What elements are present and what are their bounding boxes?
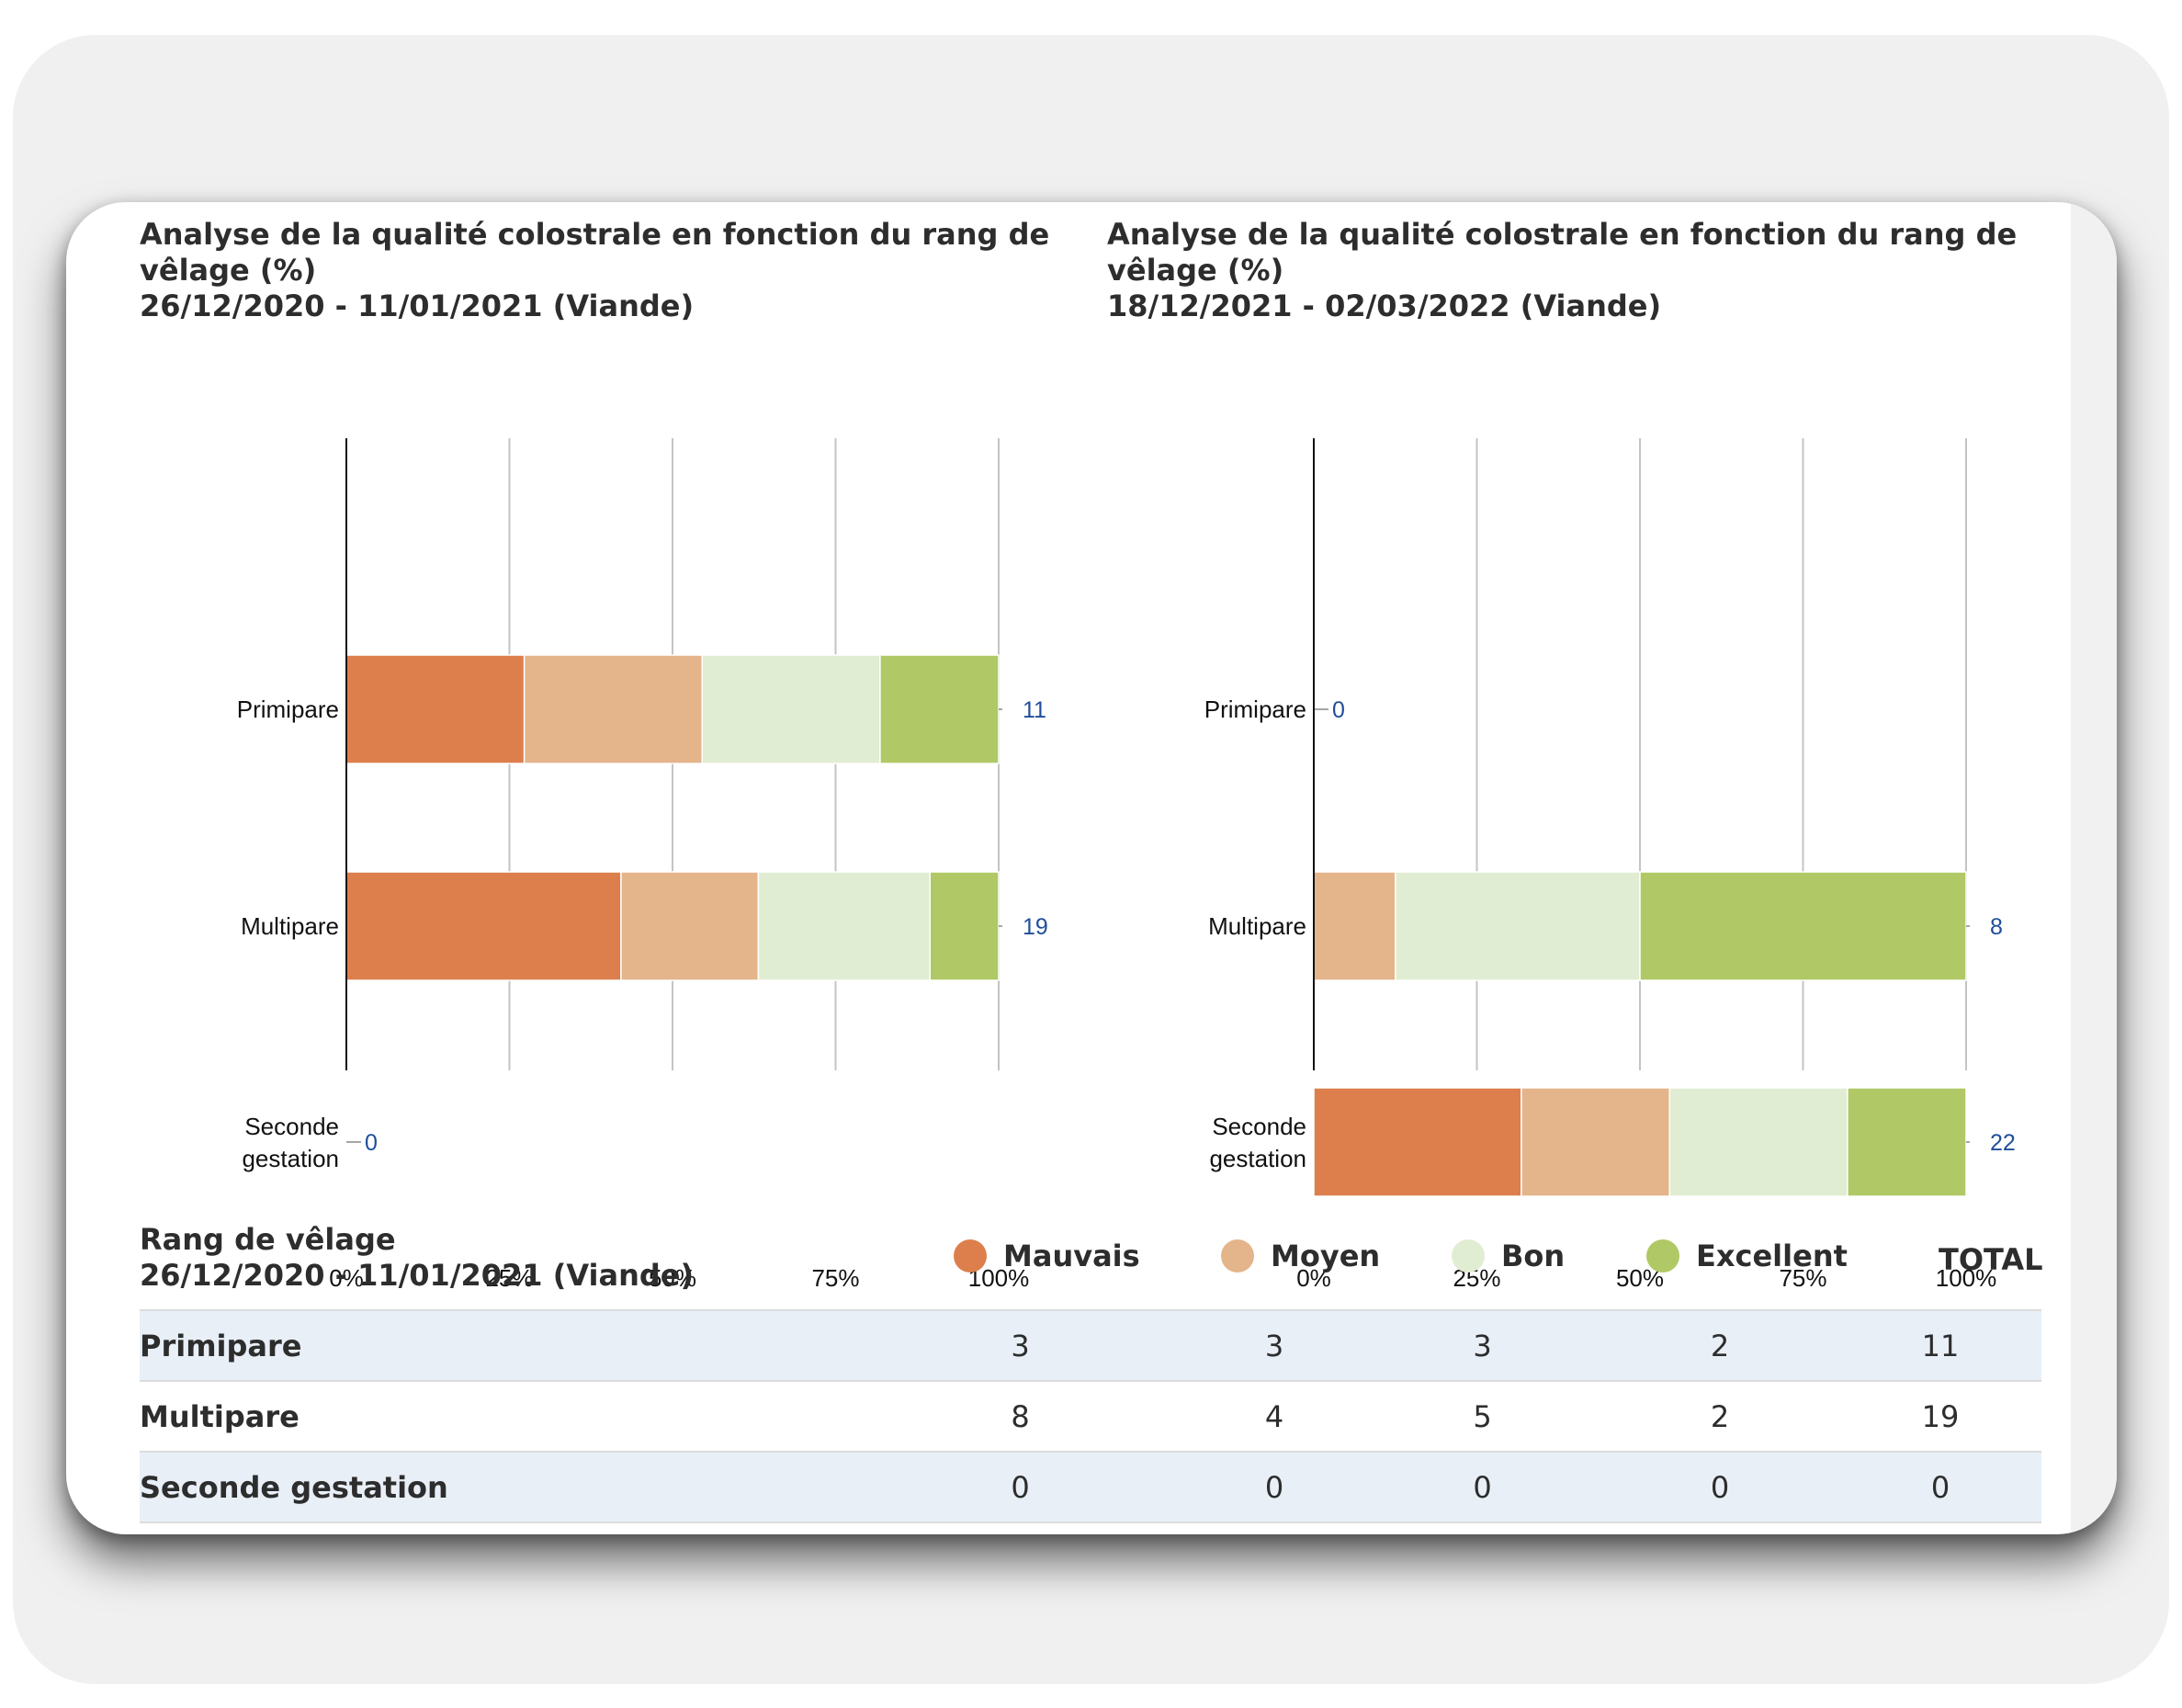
total-label: 0 <box>365 1130 378 1156</box>
table-header: Rang de vêlage 26/12/2020 - 11/01/2021 (… <box>140 1213 2043 1305</box>
total-label: 19 <box>1023 914 1048 940</box>
x-tick-label: 50% <box>649 1264 696 1292</box>
total-label: 8 <box>1990 914 2003 940</box>
bar-bon <box>1395 871 1641 981</box>
bar-mauvais <box>345 654 526 764</box>
chart-1-period: 26/12/2020 - 11/01/2021 (Viande) <box>140 288 695 323</box>
x-tick-label: 75% <box>811 1264 859 1292</box>
bar-mauvais <box>1313 1087 1522 1197</box>
cell-mauvais: 3 <box>856 1310 1184 1382</box>
row-label: Multipare <box>140 1381 856 1453</box>
category-label: Seconde <box>1212 1113 1306 1140</box>
bar-moyen <box>523 654 704 764</box>
chart-1-title-line1: Analyse de la qualité colostrale en fonc… <box>140 217 1050 252</box>
x-tick-label: 0% <box>1296 1264 1331 1292</box>
category-label: Primipare <box>237 696 339 723</box>
cell-bon: 0 <box>1364 1452 1600 1523</box>
cell-total: 0 <box>1839 1452 2041 1523</box>
cell-bon: 5 <box>1364 1381 1600 1453</box>
cell-bon: 3 <box>1364 1310 1600 1382</box>
excellent-dot-icon <box>1646 1239 1679 1273</box>
chart-2-title-line2: vêlage (%) <box>1107 253 1284 288</box>
category-label: gestation <box>242 1145 339 1172</box>
x-tick-label: 100% <box>1936 1264 1997 1292</box>
row-label: Seconde gestation <box>140 1452 856 1523</box>
table-row: Primipare 3 3 3 2 11 <box>140 1310 2041 1382</box>
col-head-mauvais-label: Mauvais <box>1003 1239 1140 1273</box>
cell-mauvais: 0 <box>856 1452 1184 1523</box>
bar-moyen <box>1521 1087 1671 1197</box>
col-head-bon-label: Bon <box>1501 1239 1566 1273</box>
chart-2: 0 Primipare 8 Multipare 22 Seconde gestation 0%… <box>1204 438 2016 1346</box>
report-card: Analyse de la qualité colostrale en fonc… <box>66 202 2117 1534</box>
col-head-excellent: Excellent <box>1646 1239 1848 1273</box>
col-head-moyen-label: Moyen <box>1271 1239 1381 1273</box>
x-tick-label: 75% <box>1779 1264 1826 1292</box>
cell-excellent: 2 <box>1600 1381 1839 1453</box>
cell-total: 11 <box>1839 1310 2041 1382</box>
category-label: Multipare <box>241 912 339 940</box>
table-title-line1: Rang de vêlage <box>140 1222 396 1257</box>
bar-excellent <box>879 654 1000 764</box>
col-head-total-label: TOTAL <box>1939 1242 2043 1277</box>
bar-bon <box>757 871 932 981</box>
cell-moyen: 0 <box>1184 1452 1364 1523</box>
cell-excellent: 2 <box>1600 1310 1839 1382</box>
col-head-excellent-label: Excellent <box>1696 1239 1848 1273</box>
bar-bon <box>1668 1087 1848 1197</box>
cell-excellent: 0 <box>1600 1452 1839 1523</box>
table-title: Rang de vêlage 26/12/2020 - 11/01/2021 (… <box>140 1222 694 1294</box>
cell-mauvais: 8 <box>856 1381 1184 1453</box>
category-label: Multipare <box>1208 912 1306 940</box>
bar-mauvais <box>345 871 622 981</box>
cell-moyen: 4 <box>1184 1381 1364 1453</box>
total-label: 22 <box>1990 1130 2016 1156</box>
bar-excellent <box>1847 1087 1967 1197</box>
category-label: Seconde <box>244 1113 339 1140</box>
mauvais-dot-icon <box>954 1239 987 1273</box>
bar-excellent <box>929 871 1000 981</box>
bar-moyen <box>1313 871 1396 981</box>
chart-2-title: Analyse de la qualité colostrale en fonc… <box>1107 217 2018 324</box>
bar-bon <box>701 654 881 764</box>
chart-2-title-line1: Analyse de la qualité colostrale en fonc… <box>1107 217 2018 252</box>
total-label: 0 <box>1332 697 1345 723</box>
table-row: Multipare 8 4 5 2 19 <box>140 1381 2041 1453</box>
vertical-scrollbar[interactable] <box>2071 202 2117 1534</box>
bon-dot-icon <box>1452 1239 1485 1273</box>
x-tick-label: 25% <box>485 1264 533 1292</box>
chart-1: 11 Primipare 19 Multipare 0 Seconde gestation 0… <box>237 438 1048 1346</box>
row-label: Primipare <box>140 1310 856 1382</box>
x-tick-label: 0% <box>329 1264 364 1292</box>
col-head-bon: Bon <box>1452 1239 1565 1273</box>
data-table: Primipare 3 3 3 2 11 Multipare 8 4 5 2 1… <box>140 1309 2041 1523</box>
category-label: gestation <box>1209 1145 1306 1172</box>
chart-1-title: Analyse de la qualité colostrale en fonc… <box>140 217 1050 324</box>
table-title-line2: 26/12/2020 - 11/01/2021 (Viande) <box>140 1258 695 1293</box>
cell-moyen: 3 <box>1184 1310 1364 1382</box>
chart-1-title-line2: vêlage (%) <box>140 253 317 288</box>
total-label: 11 <box>1023 697 1046 723</box>
bar-moyen <box>620 871 760 981</box>
table-row: Seconde gestation 0 0 0 0 0 <box>140 1452 2041 1523</box>
col-head-total: TOTAL <box>1939 1242 2043 1277</box>
cell-total: 19 <box>1839 1381 2041 1453</box>
bar-excellent <box>1639 871 1967 981</box>
moyen-dot-icon <box>1221 1239 1254 1273</box>
category-label: Primipare <box>1204 696 1306 723</box>
col-head-mauvais: Mauvais <box>954 1239 1140 1273</box>
col-head-moyen: Moyen <box>1221 1239 1380 1273</box>
chart-2-period: 18/12/2021 - 02/03/2022 (Viande) <box>1107 288 1662 323</box>
